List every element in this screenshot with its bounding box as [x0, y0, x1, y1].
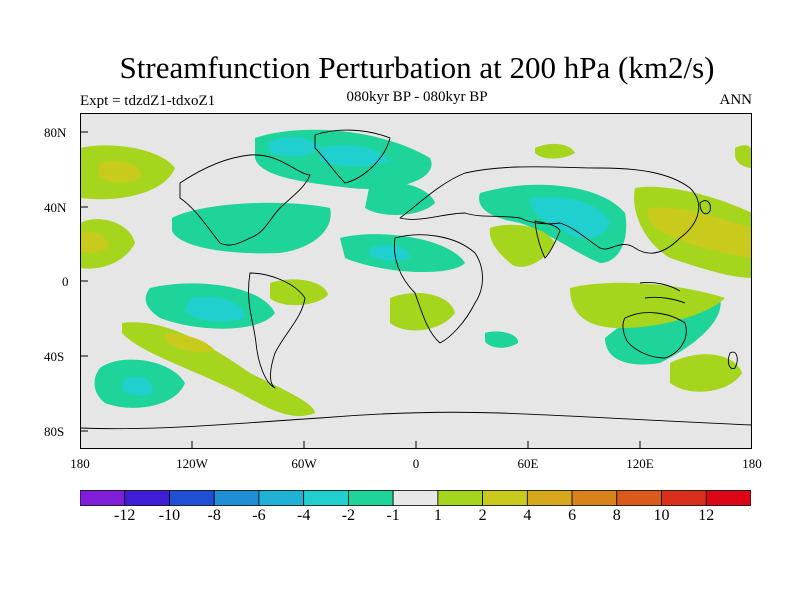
contour-negative [172, 202, 331, 254]
contour-negative-core [320, 145, 390, 167]
positive-anomalies [80, 145, 752, 417]
colorbar-swatch [213, 490, 260, 506]
colorbar-label: 10 [653, 507, 670, 524]
colorbar-label: -10 [158, 507, 181, 524]
colorbar-swatch [705, 490, 751, 506]
contour-positive-core [165, 333, 215, 353]
coastline-japan [699, 200, 711, 215]
contour-negative-core [370, 245, 410, 261]
coastline-south-america [248, 272, 306, 389]
contour-positive-core [647, 207, 752, 258]
colorbar-swatch [437, 490, 483, 506]
colorbar-swatch [258, 490, 305, 506]
y-tick-label: 40S [44, 349, 65, 364]
contour-negative-core [185, 296, 245, 322]
coastlines [80, 129, 752, 430]
colorbar-label: 12 [698, 507, 715, 524]
contour-positive [735, 145, 752, 168]
colorbar-label: -2 [341, 507, 356, 524]
colorbar [80, 490, 751, 506]
plot-title: Streamfunction Perturbation at 200 hPa (… [119, 50, 715, 85]
map-panel [80, 113, 752, 449]
x-tick-label: 60E [517, 456, 539, 471]
colorbar-swatch [169, 490, 215, 506]
colorbar-label: -12 [114, 507, 136, 524]
colorbar-label: 1 [433, 507, 442, 524]
colorbar-label: 2 [478, 507, 487, 524]
coastline-indonesia [639, 282, 686, 304]
colorbar-swatch [616, 490, 662, 506]
x-tick-label: 180 [742, 456, 762, 471]
colorbar-swatch [392, 490, 439, 506]
colorbar-swatch [303, 490, 349, 506]
y-tick-label: 80S [44, 424, 65, 439]
x-tick-label: 180 [70, 456, 90, 471]
plot-subtitle: 080kyr BP - 080kyr BP [346, 89, 488, 105]
y-tick-label: 40N [44, 200, 67, 215]
contour-positive [570, 282, 725, 328]
contour-negative [485, 331, 519, 348]
x-tick-label: 60W [291, 456, 317, 471]
colorbar-label: 4 [523, 507, 532, 524]
season-label: ANN [719, 92, 753, 108]
colorbar-swatch [571, 490, 618, 506]
colorbar-swatch [661, 490, 707, 506]
colorbar-swatch [347, 490, 394, 506]
colorbar-swatch [80, 490, 126, 506]
colorbar-label: -6 [252, 507, 266, 524]
coastline-north-america [179, 154, 311, 246]
colorbar-label: -8 [207, 507, 221, 524]
coastline-australia [622, 312, 687, 359]
colorbar-swatch [526, 490, 573, 506]
experiment-label: Expt = tdzdZ1-tdxoZ1 [80, 93, 216, 109]
coastline-greenland [314, 129, 391, 184]
coastline-new-zealand [727, 351, 738, 370]
contour-positive [122, 322, 315, 417]
colorbar-label: 8 [612, 507, 621, 524]
coastline-india [534, 220, 561, 259]
contour-positive [489, 224, 555, 267]
colorbar-swatch [482, 490, 528, 506]
contour-negative [535, 143, 575, 159]
x-tick-label: 120W [176, 456, 208, 471]
tick-marks [80, 131, 641, 449]
contour-positive [670, 354, 742, 392]
coastline-africa [393, 234, 483, 344]
coastline-eurasia [399, 166, 700, 254]
coastline-antarctica [80, 411, 752, 430]
colorbar-label: -4 [296, 507, 311, 524]
contour-negative-core [529, 196, 610, 239]
contour-negative [365, 181, 435, 215]
colorbar-swatch [124, 490, 170, 506]
x-tick-label: 120E [626, 456, 654, 471]
y-tick-label: 0 [62, 274, 69, 289]
contour-positive [270, 279, 328, 306]
x-tick-label: 0 [412, 456, 420, 471]
contour-positive-core [80, 231, 109, 253]
colorbar-label: 6 [568, 507, 577, 524]
contour-positive-core [98, 161, 141, 183]
contour-positive [390, 293, 455, 331]
colorbar-label: -1 [386, 507, 400, 524]
y-tick-label: 80N [44, 125, 67, 140]
contour-negative-core [122, 376, 153, 396]
contour-negative [268, 136, 320, 157]
